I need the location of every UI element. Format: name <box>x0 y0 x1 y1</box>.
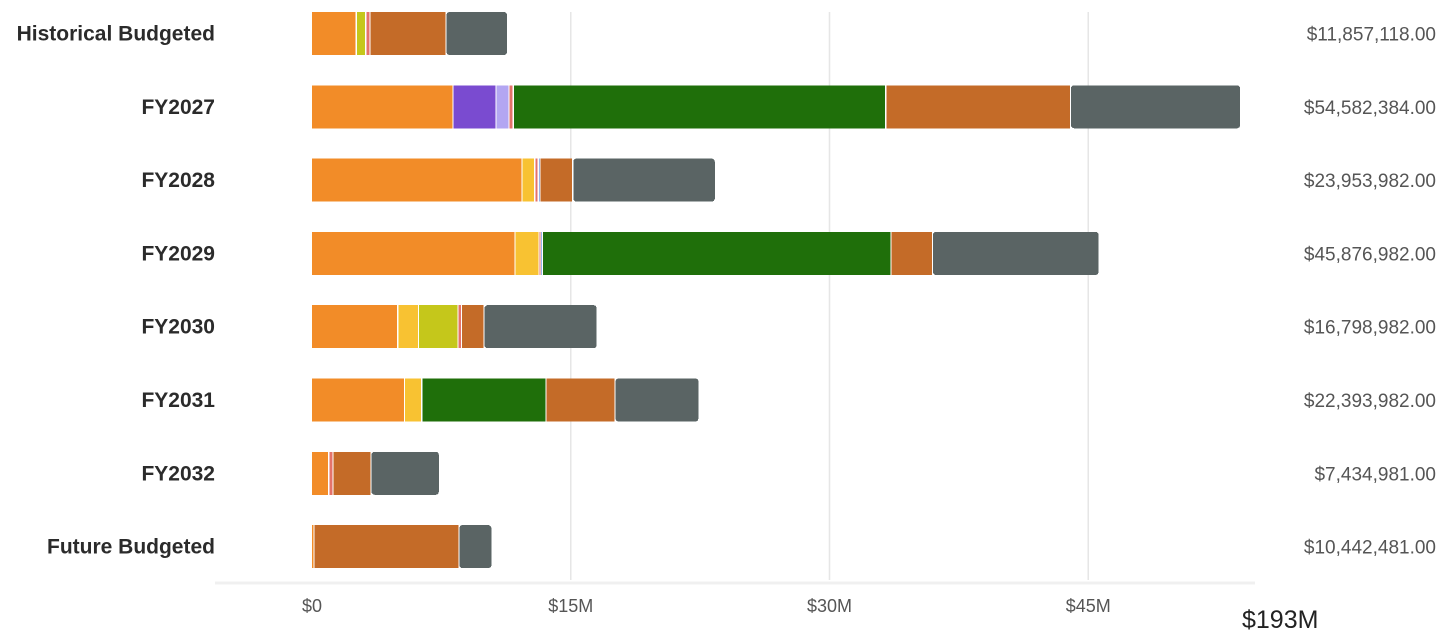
bar-segment[interactable] <box>496 85 509 129</box>
row-total-label: $45,876,982.00 <box>1304 244 1436 265</box>
x-tick-label: $30M <box>807 596 852 616</box>
row-total-label: $23,953,982.00 <box>1304 171 1436 192</box>
bar-segment[interactable] <box>462 305 484 349</box>
bar-segment[interactable] <box>538 158 540 202</box>
grand-total-label: $193M <box>1242 606 1318 634</box>
row-total-label: $22,393,982.00 <box>1304 391 1436 412</box>
bar-segment[interactable] <box>546 378 615 422</box>
bar-segment[interactable] <box>543 231 891 275</box>
row-total-label: $7,434,981.00 <box>1314 464 1436 485</box>
bar-segment[interactable] <box>418 305 458 349</box>
bar-segment[interactable] <box>522 158 535 202</box>
bar-segment[interactable] <box>1071 85 1241 129</box>
category-label: Future Budgeted <box>47 536 215 559</box>
bar-segment[interactable] <box>484 305 597 349</box>
category-label: FY2031 <box>141 389 215 412</box>
category-label: FY2029 <box>141 242 215 265</box>
bar-segment[interactable] <box>539 231 541 275</box>
bar-segment[interactable] <box>314 525 459 569</box>
bar-segment[interactable] <box>371 451 439 495</box>
bar-segment[interactable] <box>370 12 446 55</box>
bars <box>312 12 1241 569</box>
bar-segment[interactable] <box>356 12 366 55</box>
bar-segment[interactable] <box>540 158 573 202</box>
bar-segment[interactable] <box>446 12 507 55</box>
bar-segment[interactable] <box>933 231 1099 275</box>
bar-segment[interactable] <box>333 451 371 495</box>
bar-segment[interactable] <box>312 85 453 129</box>
bar-segment[interactable] <box>312 12 356 55</box>
row-total-label: $11,857,118.00 <box>1307 25 1436 46</box>
category-label: FY2032 <box>141 462 215 485</box>
bar-segment[interactable] <box>398 305 418 349</box>
bar-segment[interactable] <box>405 378 422 422</box>
bar-segment[interactable] <box>615 378 699 422</box>
bar-segment[interactable] <box>312 305 398 349</box>
category-label: FY2030 <box>141 316 215 339</box>
row-total-label: $16,798,982.00 <box>1304 318 1436 339</box>
bar-segment[interactable] <box>312 525 314 569</box>
category-label: Historical Budgeted <box>17 23 215 46</box>
bar-segment[interactable] <box>535 158 538 202</box>
bar-segment[interactable] <box>312 231 515 275</box>
bar-segment[interactable] <box>515 231 539 275</box>
bar-segment[interactable] <box>366 12 370 55</box>
x-axis-ticks: $0 $15M $30M $45M <box>302 596 1111 616</box>
bar-segment[interactable] <box>509 85 513 129</box>
category-label: FY2027 <box>141 96 215 119</box>
category-label: FY2028 <box>141 169 215 192</box>
bar-segment[interactable] <box>458 305 461 349</box>
row-total-label: $54,582,384.00 <box>1304 98 1436 119</box>
bar-segment[interactable] <box>891 231 932 275</box>
total-labels: $11,857,118.00 $54,582,384.00 $23,953,982.… <box>1304 25 1436 559</box>
bar-segment[interactable] <box>541 231 543 275</box>
x-tick-label: $0 <box>302 596 322 616</box>
x-tick-label: $15M <box>548 596 593 616</box>
bar-segment[interactable] <box>312 378 404 422</box>
bar-segment[interactable] <box>312 158 522 202</box>
bar-segment[interactable] <box>459 525 492 569</box>
bar-segment[interactable] <box>312 451 329 495</box>
row-total-label: $10,442,481.00 <box>1304 538 1436 559</box>
x-tick-label: $45M <box>1066 596 1111 616</box>
row-labels: Historical Budgeted FY2027 FY2028 FY2029 FY2… <box>17 23 216 559</box>
bar-segment[interactable] <box>513 85 886 129</box>
bar-segment[interactable] <box>453 85 496 129</box>
bar-segment[interactable] <box>422 378 546 422</box>
bar-segment[interactable] <box>329 451 333 495</box>
bar-segment[interactable] <box>573 158 715 202</box>
bar-segment[interactable] <box>886 85 1070 129</box>
